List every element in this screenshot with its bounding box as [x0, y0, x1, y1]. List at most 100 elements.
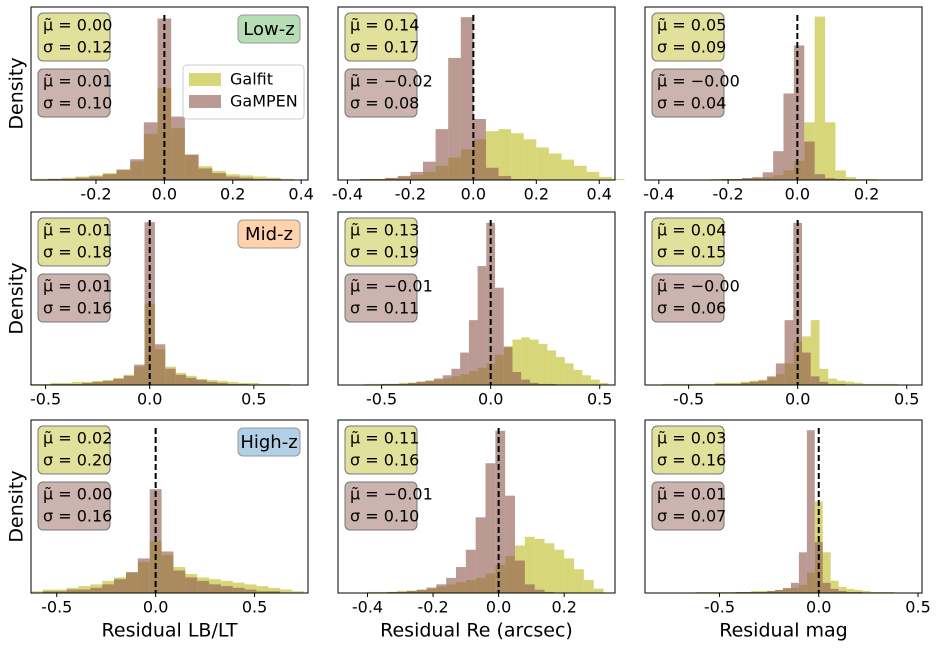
bar — [836, 383, 846, 385]
stats-box — [37, 217, 111, 267]
bar — [871, 383, 881, 385]
stats-text: μ̃ = 0.01 — [43, 221, 112, 240]
bar — [591, 379, 600, 385]
bar — [102, 174, 117, 180]
plot-area — [645, 420, 922, 593]
bar — [798, 552, 807, 593]
x-tick-label: 0.5 — [241, 390, 266, 409]
bar — [495, 430, 506, 593]
stats-box — [651, 425, 725, 475]
bar — [828, 378, 837, 385]
x-axis-label: Residual LB/LT — [102, 620, 238, 642]
bar — [448, 57, 461, 180]
bar — [387, 591, 398, 593]
bar — [227, 383, 239, 385]
bar — [34, 178, 49, 180]
bar — [529, 382, 539, 385]
bar — [574, 165, 587, 180]
x-tick-label: -0.2 — [395, 185, 426, 204]
bar — [266, 178, 281, 180]
stats-box — [651, 217, 725, 267]
bar — [40, 383, 51, 385]
bar — [253, 176, 267, 180]
bar — [767, 376, 776, 385]
bar — [465, 549, 476, 593]
bar — [173, 570, 186, 593]
bar — [727, 591, 736, 593]
stats-box — [344, 68, 418, 118]
x-tick-label: 0.2 — [854, 185, 879, 204]
stats-box — [37, 273, 111, 323]
bar — [244, 584, 257, 593]
bar — [143, 122, 158, 180]
bar — [477, 266, 487, 385]
bar — [416, 589, 427, 593]
stats-box — [651, 481, 725, 531]
frame — [644, 211, 923, 386]
bar — [534, 538, 545, 593]
stats-text: μ̃ = 0.11 — [350, 429, 419, 448]
x-tick-label: 0.0 — [486, 598, 511, 617]
x-tick-label: -0.5 — [41, 598, 72, 617]
bar — [521, 379, 530, 385]
bar — [397, 591, 407, 593]
stats-text: μ̃ = 0.00 — [43, 16, 112, 35]
bar — [548, 153, 562, 180]
bar — [71, 383, 83, 385]
bar — [498, 129, 512, 180]
bar — [723, 383, 733, 385]
bar — [538, 383, 548, 385]
bar — [751, 591, 760, 593]
bar — [367, 591, 378, 593]
stats-text: σ = 0.16 — [657, 451, 726, 470]
bar — [845, 381, 855, 385]
x-tick-label: 0.0 — [785, 185, 810, 204]
x-tick-label: -0.2 — [80, 185, 111, 204]
stats-text: μ̃ = 0.00 — [43, 485, 112, 504]
bar — [390, 383, 400, 385]
bar — [364, 383, 373, 385]
bar — [372, 178, 386, 180]
x-tick-label: 0.0 — [785, 390, 810, 409]
bar — [116, 169, 131, 180]
bar — [762, 172, 774, 180]
bar — [225, 176, 240, 180]
bar — [468, 320, 478, 385]
legend-label: Galfit — [230, 70, 273, 89]
bar — [244, 589, 257, 593]
stats-box — [37, 68, 111, 118]
x-tick-label: -0.2 — [417, 598, 448, 617]
bar — [422, 161, 436, 180]
bar — [511, 178, 524, 180]
x-tick-label: -0.5 — [366, 390, 397, 409]
tag-label: High-z — [240, 432, 297, 453]
bar — [538, 343, 548, 385]
bar — [846, 588, 855, 593]
bar — [48, 178, 62, 180]
x-tick-label: 0.5 — [894, 390, 919, 409]
bar — [503, 347, 513, 385]
bar — [206, 381, 218, 385]
bar — [810, 320, 820, 385]
bar — [523, 139, 537, 180]
stats-box — [344, 217, 418, 267]
bar — [198, 168, 213, 180]
bar — [165, 368, 176, 385]
bar — [475, 517, 486, 593]
bar — [830, 580, 839, 593]
bar — [460, 352, 469, 385]
bar — [524, 584, 535, 593]
bar — [102, 584, 115, 593]
bar — [536, 147, 549, 180]
tag-label: Mid-z — [245, 224, 293, 245]
plot-area — [31, 212, 308, 385]
bar — [185, 577, 198, 593]
bar — [767, 590, 776, 593]
bar — [880, 383, 890, 385]
stats-text: σ = 0.15 — [657, 243, 726, 262]
stats-text: σ = 0.08 — [350, 94, 419, 113]
bar — [253, 178, 267, 180]
bar — [410, 171, 423, 180]
y-axis-label: Density — [6, 262, 28, 334]
bar — [836, 380, 846, 385]
